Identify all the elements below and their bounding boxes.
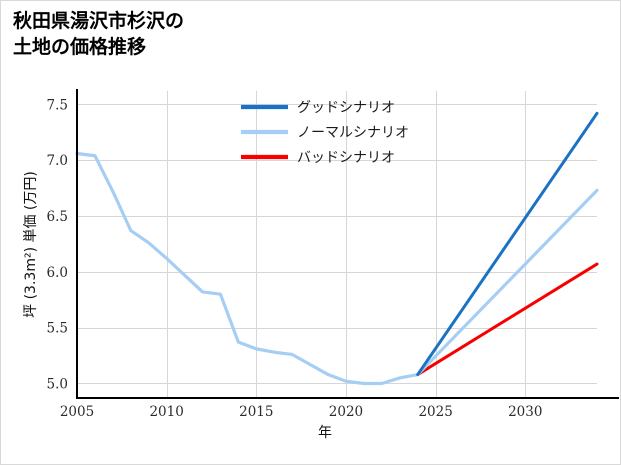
tick-labels: 5.0 5.5 6.0 6.5 7.0 7.5 2005 2010 2015 2020 2025 20… [47, 97, 543, 420]
y-tick-label: 7.0 [47, 153, 68, 169]
x-tick-label: 2025 [418, 404, 452, 420]
legend-item-2[interactable]: ノーマルシナリオ [241, 125, 409, 141]
x-axis-title: 年 [318, 425, 332, 441]
x-tick-label: 2010 [149, 404, 183, 420]
x-tick-label: 2015 [239, 404, 273, 420]
y-tick-label: 6.0 [47, 265, 68, 281]
page-title: 秋田県湯沢市杉沢の 土地の価格推移 [13, 11, 185, 58]
axis-titles: 年 坪 (3.3m²) 単価 (万円) [23, 171, 332, 441]
legend-item-3[interactable]: バッドシナリオ [241, 150, 395, 166]
x-tick-label: 2020 [329, 404, 363, 420]
x-tick-label: 2005 [60, 404, 94, 420]
series-line-1 [416, 111, 599, 377]
y-tick-label: 7.5 [47, 97, 68, 113]
y-axis-title: 坪 (3.3m²) 単価 (万円) [23, 171, 39, 318]
legend-label: ノーマルシナリオ [297, 125, 409, 141]
y-tick-label: 5.5 [47, 321, 68, 337]
x-tick-label: 2030 [508, 404, 542, 420]
axis-lines [75, 89, 619, 400]
legend-label: グッドシナリオ [297, 100, 395, 116]
series-line-2 [75, 151, 599, 386]
legend-item-1[interactable]: グッドシナリオ [241, 100, 395, 116]
y-tick-label: 6.5 [47, 209, 68, 225]
legend-label: バッドシナリオ [297, 150, 395, 166]
series-line-3 [416, 262, 599, 377]
series-lines [75, 111, 599, 386]
y-tick-label: 5.0 [47, 376, 68, 392]
